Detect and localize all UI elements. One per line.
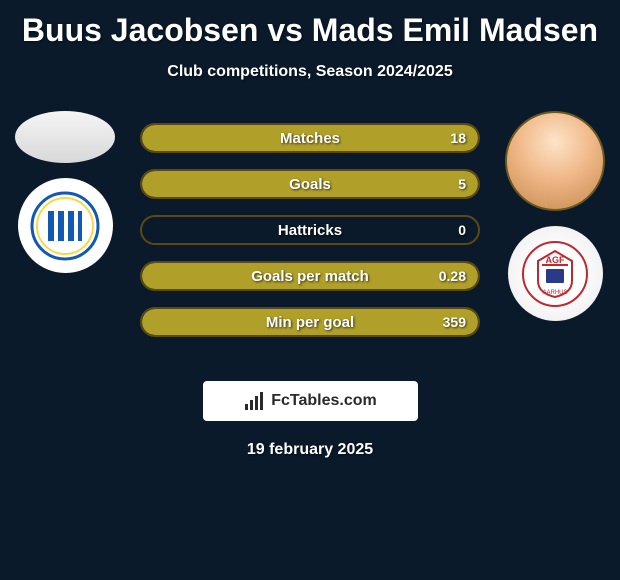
- player1-club-logo: [18, 178, 113, 273]
- svg-text:AGF: AGF: [546, 255, 566, 265]
- stats-area: Matches 18 Goals 5 Hattricks 0 Goals per match…: [140, 123, 480, 337]
- comparison-content: AGF AARHUS Matches 18 Goals 5 Hattricks 0 Goal…: [0, 111, 620, 361]
- stat-bar: Goals 5: [140, 169, 480, 199]
- stat-value-right: 5: [458, 176, 466, 192]
- attribution-badge: FcTables.com: [203, 381, 418, 421]
- stat-label: Hattricks: [278, 222, 342, 239]
- attribution-text: FcTables.com: [271, 392, 377, 410]
- stat-value-right: 18: [450, 130, 466, 146]
- page-subtitle: Club competitions, Season 2024/2025: [0, 63, 620, 81]
- stat-value-right: 0: [458, 222, 466, 238]
- agf-logo-icon: AGF AARHUS: [520, 239, 590, 309]
- snapshot-date: 19 february 2025: [0, 441, 620, 459]
- player1-column: [10, 111, 120, 273]
- player1-photo: [15, 111, 115, 163]
- stat-value-right: 0.28: [439, 268, 466, 284]
- chart-icon: [243, 390, 265, 412]
- stat-bar: Hattricks 0: [140, 215, 480, 245]
- player2-photo: [505, 111, 605, 211]
- player2-club-logo: AGF AARHUS: [508, 226, 603, 321]
- stat-value-right: 359: [443, 314, 466, 330]
- efb-logo-icon: [30, 191, 100, 261]
- svg-text:AARHUS: AARHUS: [542, 290, 567, 296]
- stat-label: Goals per match: [251, 268, 369, 285]
- page-title: Buus Jacobsen vs Mads Emil Madsen: [0, 0, 620, 49]
- stat-label: Min per goal: [266, 314, 354, 331]
- stat-bar: Min per goal 359: [140, 307, 480, 337]
- player2-column: AGF AARHUS: [500, 111, 610, 321]
- stat-bar: Matches 18: [140, 123, 480, 153]
- stat-label: Matches: [280, 130, 340, 147]
- stat-label: Goals: [289, 176, 331, 193]
- stat-bar: Goals per match 0.28: [140, 261, 480, 291]
